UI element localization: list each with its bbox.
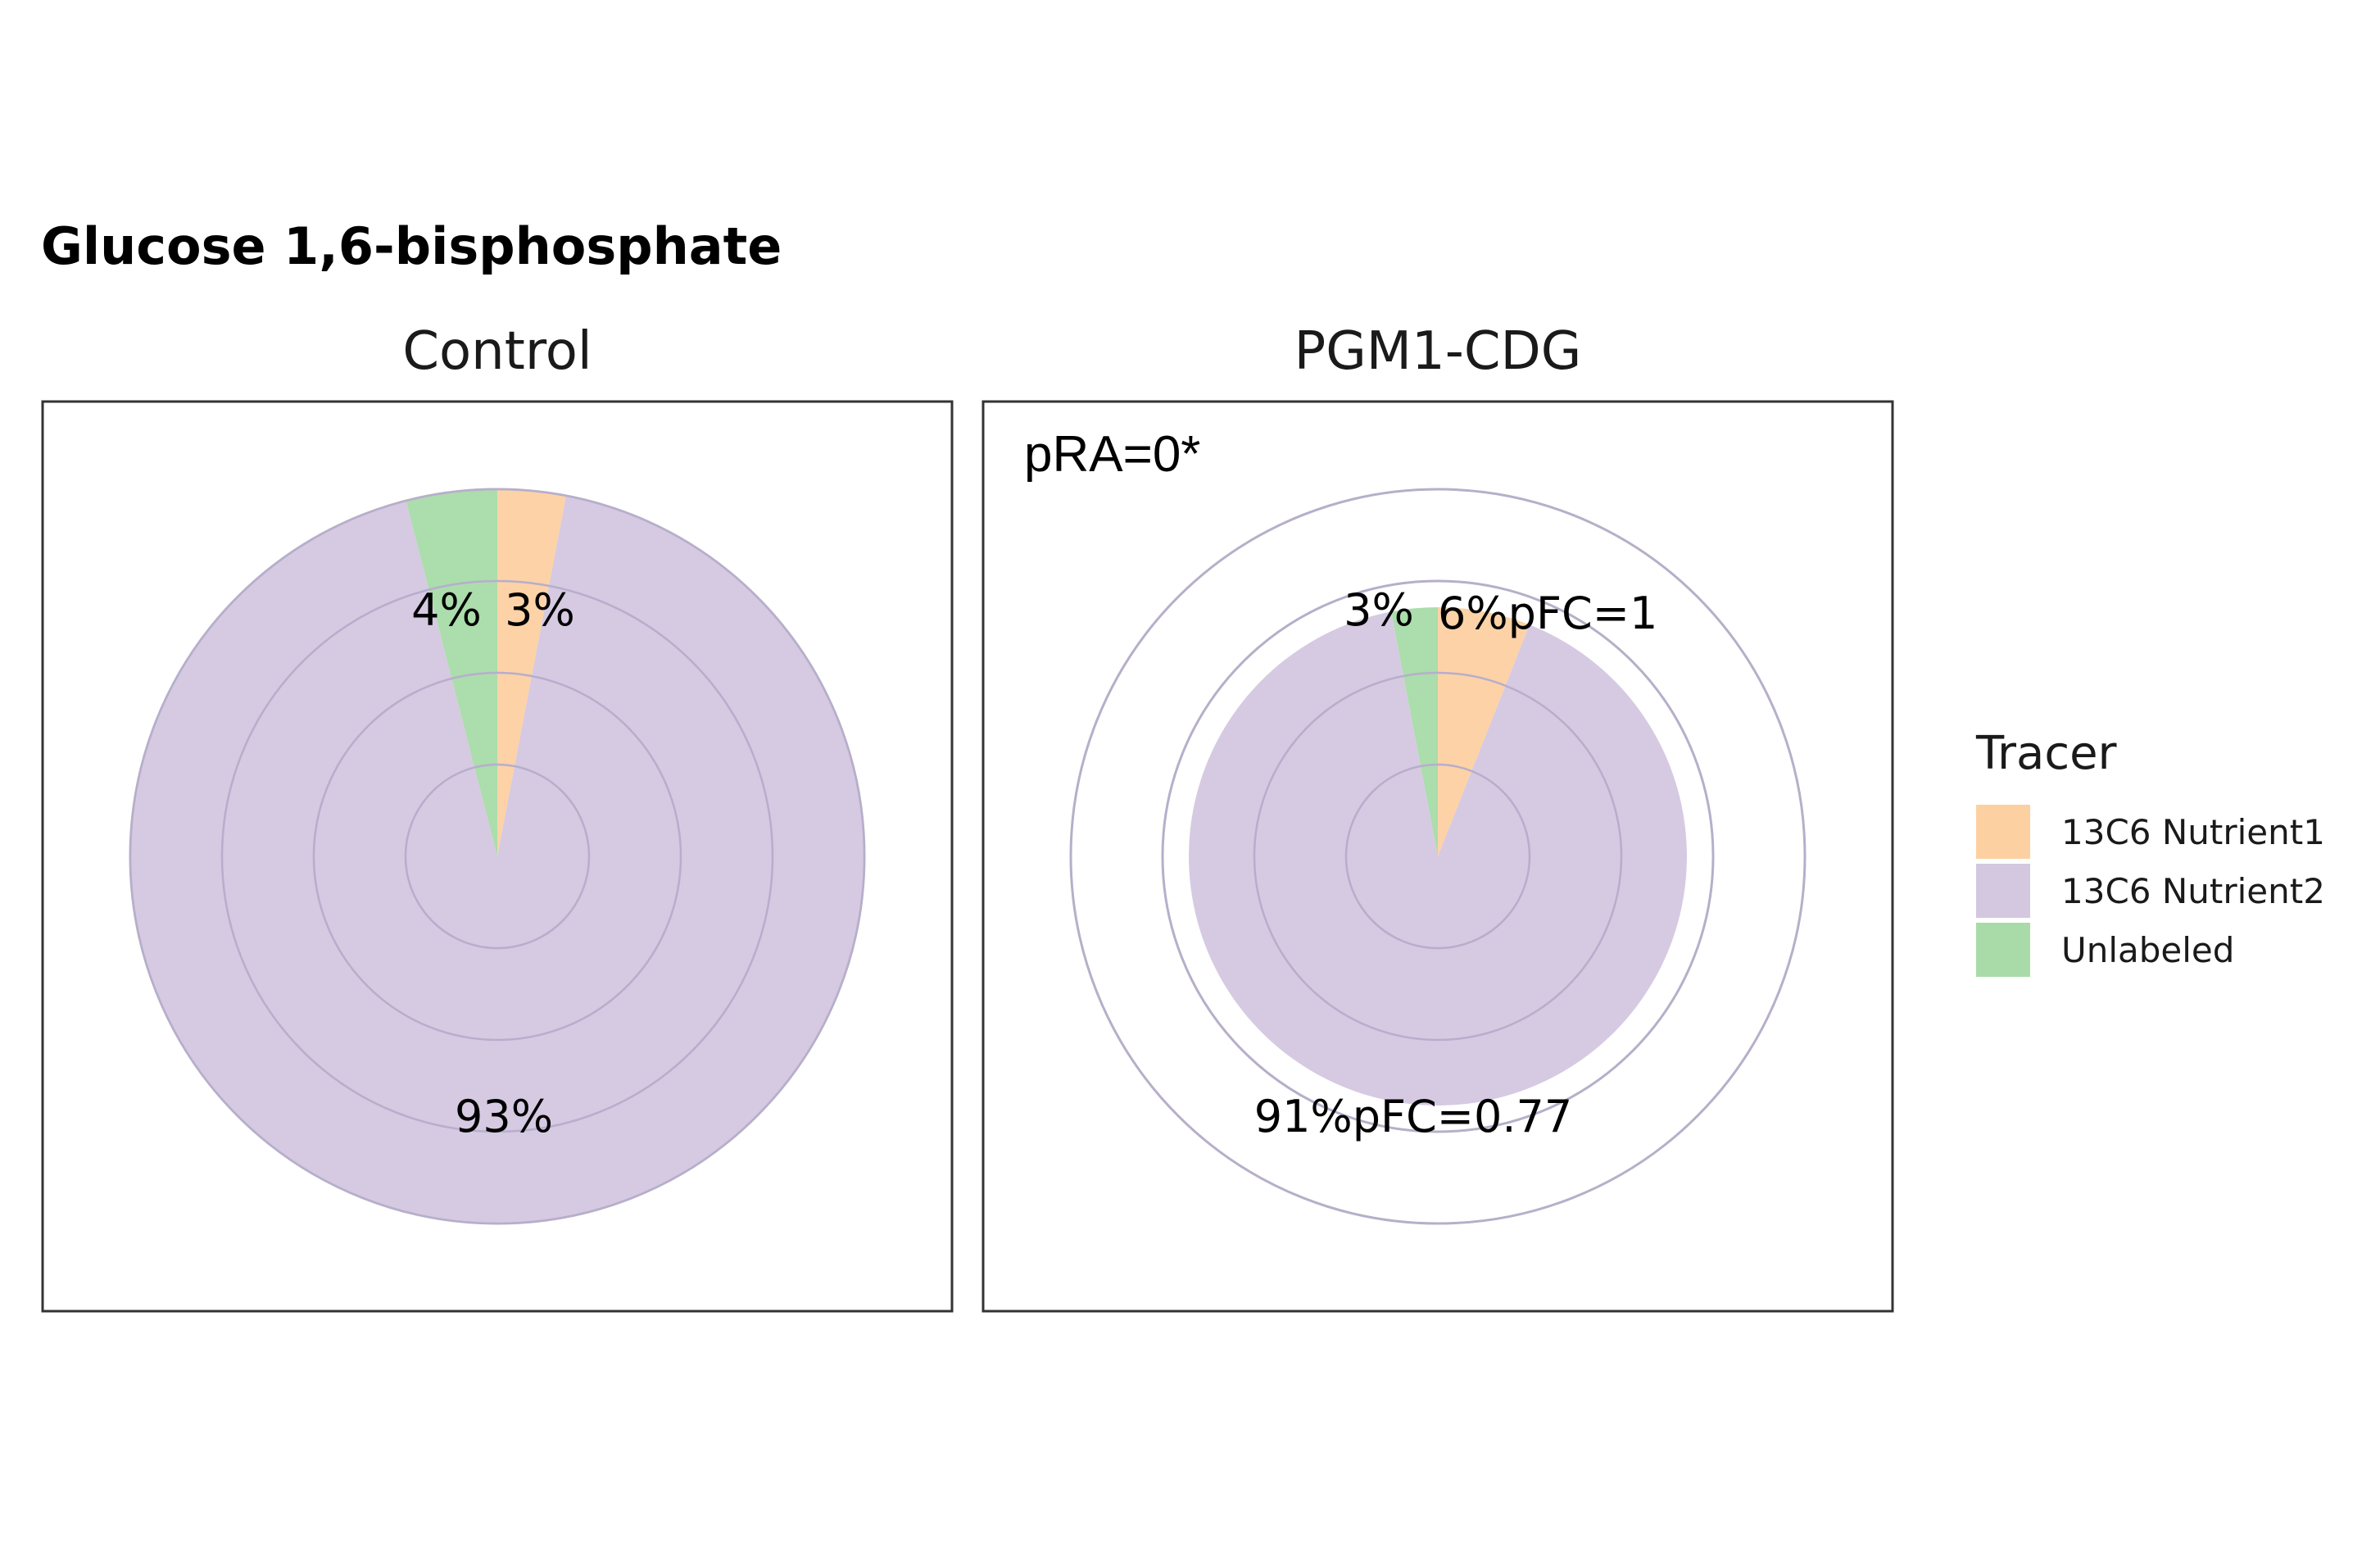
legend-swatch: [1976, 923, 2030, 977]
facet-panels: Control 3% 93% 4% PGM1-CDG 6%pFC=1 91%pFC=0.77…: [41, 321, 1894, 1313]
legend-label: Unlabeled: [2061, 930, 2234, 970]
panel-title: Control: [402, 321, 592, 382]
slice-label: 4%: [411, 584, 482, 636]
panel-annotation: pRA=0*: [1024, 426, 1200, 483]
slice-label: 3%: [505, 584, 575, 636]
legend-label: 13C6 Nutrient1: [2061, 812, 2325, 852]
grid-ring-overlay: [220, 579, 774, 1133]
slice-13c6-nutrient2: [130, 496, 864, 1223]
slice-13c6-nutrient1: [1438, 607, 1530, 856]
grid-ring-overlay: [1253, 671, 1623, 1042]
grid-ring-overlay: [1344, 763, 1531, 950]
grid-ring-overlay: [1069, 488, 1807, 1225]
legend-item-unlabeled: Unlabeled: [1976, 923, 2234, 977]
panel-border: [41, 400, 954, 1313]
panel-control: Control 3% 93% 4%: [41, 321, 954, 1313]
panel-title: PGM1-CDG: [1294, 321, 1582, 382]
legend-swatch: [1976, 864, 2030, 918]
legend: Tracer 13C6 Nutrient1 13C6 Nutrient2 Unlab…: [1975, 727, 2325, 977]
legend-label: 13C6 Nutrient2: [2061, 871, 2325, 911]
legend-title: Tracer: [1975, 727, 2118, 780]
chart-title: Glucose 1,6-bisphosphate: [41, 216, 782, 276]
grid-ring-overlay: [1161, 579, 1715, 1133]
slice-label: 6%pFC=1: [1438, 588, 1657, 639]
slice-label: 91%pFC=0.77: [1254, 1091, 1573, 1142]
legend-item-13c6-nutrient1: 13C6 Nutrient1: [1976, 805, 2325, 859]
grid-ring-overlay: [129, 488, 866, 1225]
legend-swatch: [1976, 805, 2030, 859]
panel-border: [981, 400, 1894, 1313]
slice-unlabeled: [1391, 607, 1438, 856]
slice-13c6-nutrient2: [1189, 611, 1687, 1105]
panel-pgm1-cdg: PGM1-CDG 6%pFC=1 91%pFC=0.77 3% pRA=0*: [981, 321, 1894, 1313]
grid-ring-overlay: [312, 671, 682, 1042]
grid-ring-overlay: [404, 763, 591, 950]
legend-items: 13C6 Nutrient1 13C6 Nutrient2 Unlabeled: [1976, 805, 2325, 977]
slice-label: 3%: [1344, 584, 1414, 636]
legend-item-13c6-nutrient2: 13C6 Nutrient2: [1976, 864, 2325, 918]
slice-label: 93%: [455, 1091, 553, 1142]
